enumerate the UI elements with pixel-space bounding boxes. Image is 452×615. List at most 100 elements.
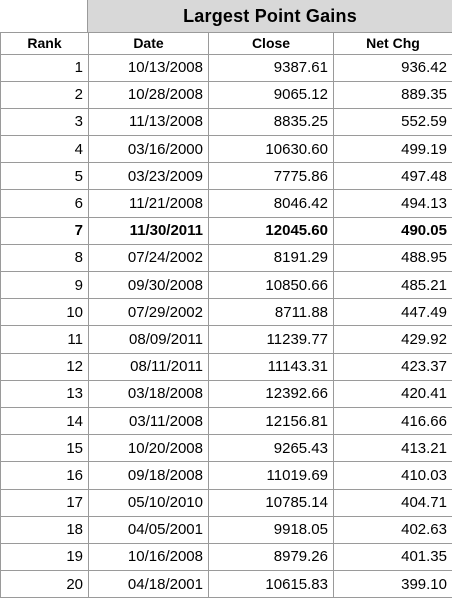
table-row: 18 04/05/2001 9918.05 402.63 [0,516,452,544]
date-cell[interactable]: 08/09/2011 [88,325,209,354]
date-cell[interactable]: 05/10/2010 [88,489,209,517]
net-chg-cell[interactable]: 488.95 [333,244,452,273]
rank-cell[interactable]: 1 [0,54,89,82]
rank-cell[interactable]: 11 [0,325,89,354]
close-cell[interactable]: 8711.88 [208,298,334,327]
net-chg-cell[interactable]: 497.48 [333,162,452,191]
close-cell[interactable]: 8979.26 [208,543,334,572]
net-chg-cell[interactable]: 429.92 [333,325,452,354]
rank-cell[interactable]: 3 [0,108,89,137]
net-chg-cell[interactable]: 485.21 [333,271,452,300]
date-cell[interactable]: 10/16/2008 [88,543,209,572]
header-rank[interactable]: Rank [0,33,89,55]
close-cell[interactable]: 12045.60 [208,217,334,245]
header-close[interactable]: Close [208,33,334,55]
net-chg-cell[interactable]: 490.05 [333,217,452,245]
rank-cell[interactable]: 15 [0,434,89,463]
table-row: 16 09/18/2008 11019.69 410.03 [0,461,452,490]
date-cell[interactable]: 09/18/2008 [88,461,209,490]
close-cell[interactable]: 10615.83 [208,570,334,599]
table-row: 17 05/10/2010 10785.14 404.71 [0,489,452,517]
net-chg-cell[interactable]: 889.35 [333,81,452,109]
net-chg-cell[interactable]: 420.41 [333,380,452,408]
rank-cell[interactable]: 10 [0,298,89,327]
header-net-chg[interactable]: Net Chg [333,33,452,55]
date-cell[interactable]: 03/23/2009 [88,162,209,191]
net-chg-cell[interactable]: 404.71 [333,489,452,517]
date-cell[interactable]: 04/05/2001 [88,516,209,544]
table-row: 15 10/20/2008 9265.43 413.21 [0,434,452,463]
close-cell[interactable]: 10630.60 [208,135,334,164]
net-chg-cell[interactable]: 447.49 [333,298,452,327]
date-cell[interactable]: 09/30/2008 [88,271,209,300]
table-row: 10 07/29/2002 8711.88 447.49 [0,298,452,327]
close-cell[interactable]: 8191.29 [208,244,334,273]
close-cell[interactable]: 8046.42 [208,189,334,218]
rank-cell[interactable]: 12 [0,353,89,381]
net-chg-cell[interactable]: 413.21 [333,434,452,463]
date-cell[interactable]: 07/29/2002 [88,298,209,327]
net-chg-cell[interactable]: 416.66 [333,407,452,436]
table-row: 13 03/18/2008 12392.66 420.41 [0,380,452,408]
close-cell[interactable]: 12156.81 [208,407,334,436]
rank-cell[interactable]: 6 [0,189,89,218]
date-cell[interactable]: 11/21/2008 [88,189,209,218]
date-cell[interactable]: 04/18/2001 [88,570,209,599]
net-chg-cell[interactable]: 410.03 [333,461,452,490]
net-chg-cell[interactable]: 401.35 [333,543,452,572]
title-row: Largest Point Gains [0,0,452,33]
header-row: Rank Date Close Net Chg [0,33,452,55]
rank-cell[interactable]: 7 [0,217,89,245]
net-chg-cell[interactable]: 494.13 [333,189,452,218]
close-cell[interactable]: 11019.69 [208,461,334,490]
close-cell[interactable]: 9918.05 [208,516,334,544]
rank-cell[interactable]: 4 [0,135,89,164]
close-cell[interactable]: 12392.66 [208,380,334,408]
title-blank-cell[interactable] [0,0,88,32]
rank-cell[interactable]: 8 [0,244,89,273]
rank-cell[interactable]: 17 [0,489,89,517]
net-chg-cell[interactable]: 402.63 [333,516,452,544]
net-chg-cell[interactable]: 936.42 [333,54,452,82]
net-chg-cell[interactable]: 423.37 [333,353,452,381]
rank-cell[interactable]: 16 [0,461,89,490]
close-cell[interactable]: 9265.43 [208,434,334,463]
rank-cell[interactable]: 13 [0,380,89,408]
rank-cell[interactable]: 19 [0,543,89,572]
table-row: 14 03/11/2008 12156.81 416.66 [0,407,452,436]
table-row: 12 08/11/2011 11143.31 423.37 [0,353,452,381]
close-cell[interactable]: 10850.66 [208,271,334,300]
table-row: 3 11/13/2008 8835.25 552.59 [0,108,452,137]
net-chg-cell[interactable]: 499.19 [333,135,452,164]
date-cell[interactable]: 07/24/2002 [88,244,209,273]
rank-cell[interactable]: 14 [0,407,89,436]
date-cell[interactable]: 11/30/2011 [88,217,209,245]
rank-cell[interactable]: 20 [0,570,89,599]
date-cell[interactable]: 03/18/2008 [88,380,209,408]
close-cell[interactable]: 9387.61 [208,54,334,82]
date-cell[interactable]: 03/16/2000 [88,135,209,164]
close-cell[interactable]: 11239.77 [208,325,334,354]
table-title[interactable]: Largest Point Gains [88,0,452,32]
date-cell[interactable]: 10/28/2008 [88,81,209,109]
rank-cell[interactable]: 2 [0,81,89,109]
close-cell[interactable]: 10785.14 [208,489,334,517]
date-cell[interactable]: 08/11/2011 [88,353,209,381]
rank-cell[interactable]: 9 [0,271,89,300]
close-cell[interactable]: 8835.25 [208,108,334,137]
close-cell[interactable]: 7775.86 [208,162,334,191]
date-cell[interactable]: 03/11/2008 [88,407,209,436]
rank-cell[interactable]: 18 [0,516,89,544]
table-row: 20 04/18/2001 10615.83 399.10 [0,570,452,599]
date-cell[interactable]: 10/13/2008 [88,54,209,82]
net-chg-cell[interactable]: 399.10 [333,570,452,599]
header-date[interactable]: Date [88,33,209,55]
date-cell[interactable]: 10/20/2008 [88,434,209,463]
rank-cell[interactable]: 5 [0,162,89,191]
net-chg-cell[interactable]: 552.59 [333,108,452,137]
table-row: 19 10/16/2008 8979.26 401.35 [0,543,452,572]
date-cell[interactable]: 11/13/2008 [88,108,209,137]
close-cell[interactable]: 11143.31 [208,353,334,381]
close-cell[interactable]: 9065.12 [208,81,334,109]
